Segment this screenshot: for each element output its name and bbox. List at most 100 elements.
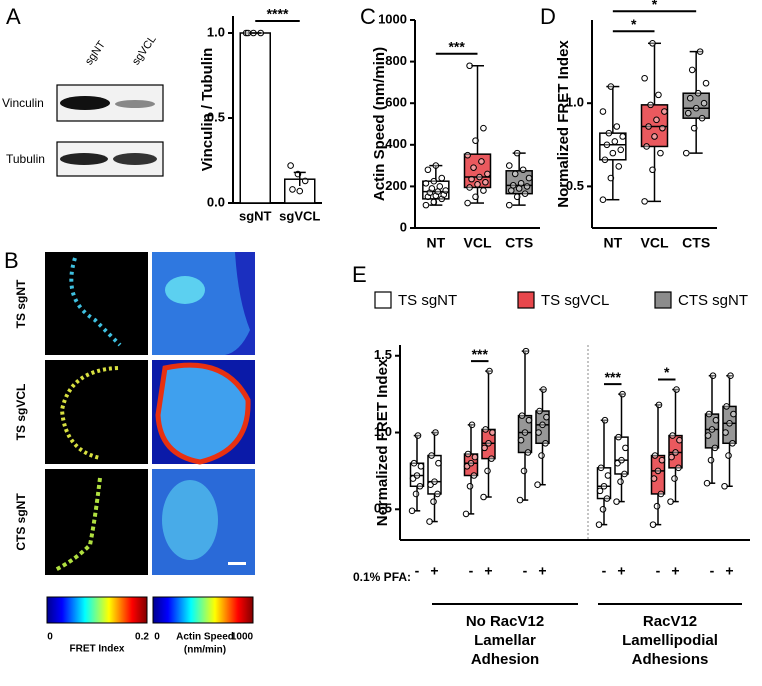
- panel-label: D: [540, 4, 556, 29]
- data-point: [727, 372, 734, 380]
- data-point: [509, 182, 517, 189]
- data-point: [609, 149, 617, 157]
- data-point: [470, 164, 477, 171]
- data-point: [694, 89, 702, 97]
- row-label: CTS sgNT: [14, 493, 28, 551]
- data-point: [478, 158, 485, 165]
- data-point: [702, 79, 710, 87]
- data-point: [505, 162, 513, 169]
- data-point: [525, 416, 533, 424]
- x-tick-label: CTS: [682, 235, 710, 251]
- data-point: [422, 179, 430, 187]
- data-point: [722, 429, 729, 436]
- colorbar-label: Actin Speed: [176, 632, 234, 643]
- data-point: [667, 498, 674, 505]
- band-label: Tubulin: [6, 152, 45, 166]
- legend-label: TS sgNT: [398, 292, 457, 309]
- data-point: [617, 146, 625, 154]
- data-point: [661, 108, 668, 115]
- data-point: [471, 453, 479, 461]
- data-point: [438, 174, 446, 182]
- colorbar-tick: 1000: [231, 632, 254, 643]
- data-point: [613, 498, 620, 505]
- band-label: Vinculin: [2, 96, 44, 110]
- y-tick-label: 800: [385, 53, 407, 68]
- significance-label: ***: [605, 369, 622, 385]
- data-point: [647, 101, 654, 109]
- data-point: [676, 436, 683, 444]
- data-point: [467, 459, 475, 467]
- data-point: [472, 193, 479, 201]
- data-point: [692, 104, 700, 112]
- blot-band: [60, 153, 108, 165]
- data-point: [513, 193, 521, 201]
- data-point: [301, 177, 309, 185]
- y-axis-label: Vinculin / Tubulin: [199, 48, 216, 172]
- data-point: [524, 449, 532, 456]
- data-point: [611, 138, 619, 145]
- colorbar: [152, 596, 254, 624]
- blot-band: [113, 153, 157, 165]
- data-point: [466, 62, 473, 70]
- data-point: [410, 459, 418, 467]
- x-tick-label: NT: [603, 235, 622, 251]
- data-point: [464, 199, 471, 207]
- legend-label: TS sgVCL: [541, 292, 609, 309]
- data-point: [436, 183, 444, 190]
- data-point: [430, 177, 438, 185]
- data-point: [641, 198, 648, 205]
- y-axis-label: Normalized FRET Index: [555, 40, 572, 208]
- data-point: [417, 462, 425, 470]
- data-point: [619, 390, 626, 398]
- y-tick-label: 600: [385, 95, 407, 110]
- data-point: [474, 181, 481, 188]
- data-point: [462, 510, 470, 518]
- data-point: [601, 156, 609, 164]
- data-point: [618, 456, 625, 464]
- data-point: [287, 162, 294, 169]
- speed-blob: [165, 276, 205, 304]
- y-tick-label: 0.5: [374, 501, 392, 516]
- data-point: [428, 452, 435, 459]
- data-point: [707, 456, 715, 464]
- data-point: [712, 416, 720, 424]
- row-label: 0.1% PFA:: [353, 570, 411, 584]
- data-point: [519, 166, 527, 174]
- data-point: [428, 185, 436, 192]
- data-point: [659, 124, 666, 132]
- data-point: [435, 459, 442, 467]
- data-point: [605, 129, 613, 137]
- speed-blob: [162, 480, 218, 560]
- panel-label: B: [4, 248, 19, 273]
- x-tick-label: +: [430, 563, 438, 579]
- y-tick-label: 200: [385, 178, 407, 193]
- data-point: [649, 166, 656, 174]
- data-point: [673, 386, 680, 393]
- data-point: [289, 186, 296, 193]
- data-point: [657, 490, 665, 498]
- data-point: [657, 149, 664, 157]
- legend-swatch: [517, 291, 535, 309]
- data-point: [505, 201, 513, 209]
- data-point: [604, 472, 612, 479]
- data-point: [651, 452, 659, 459]
- fret-signal: [54, 477, 102, 572]
- data-point: [599, 108, 607, 115]
- y-tick-label: 0.5: [207, 109, 225, 124]
- data-point: [476, 173, 483, 181]
- y-tick-label: 0.0: [207, 194, 225, 209]
- legend-swatch: [374, 291, 392, 309]
- data-point: [466, 184, 473, 191]
- speed-cell: [155, 362, 251, 465]
- data-point: [432, 162, 440, 169]
- data-point: [482, 426, 489, 433]
- data-point: [641, 74, 648, 82]
- data-point: [538, 452, 545, 459]
- data-point: [655, 91, 662, 99]
- data-point: [432, 429, 439, 436]
- data-point: [658, 456, 666, 464]
- data-point: [615, 163, 623, 170]
- data-point: [721, 482, 728, 490]
- data-point: [296, 187, 304, 195]
- panel-label: E: [352, 262, 367, 287]
